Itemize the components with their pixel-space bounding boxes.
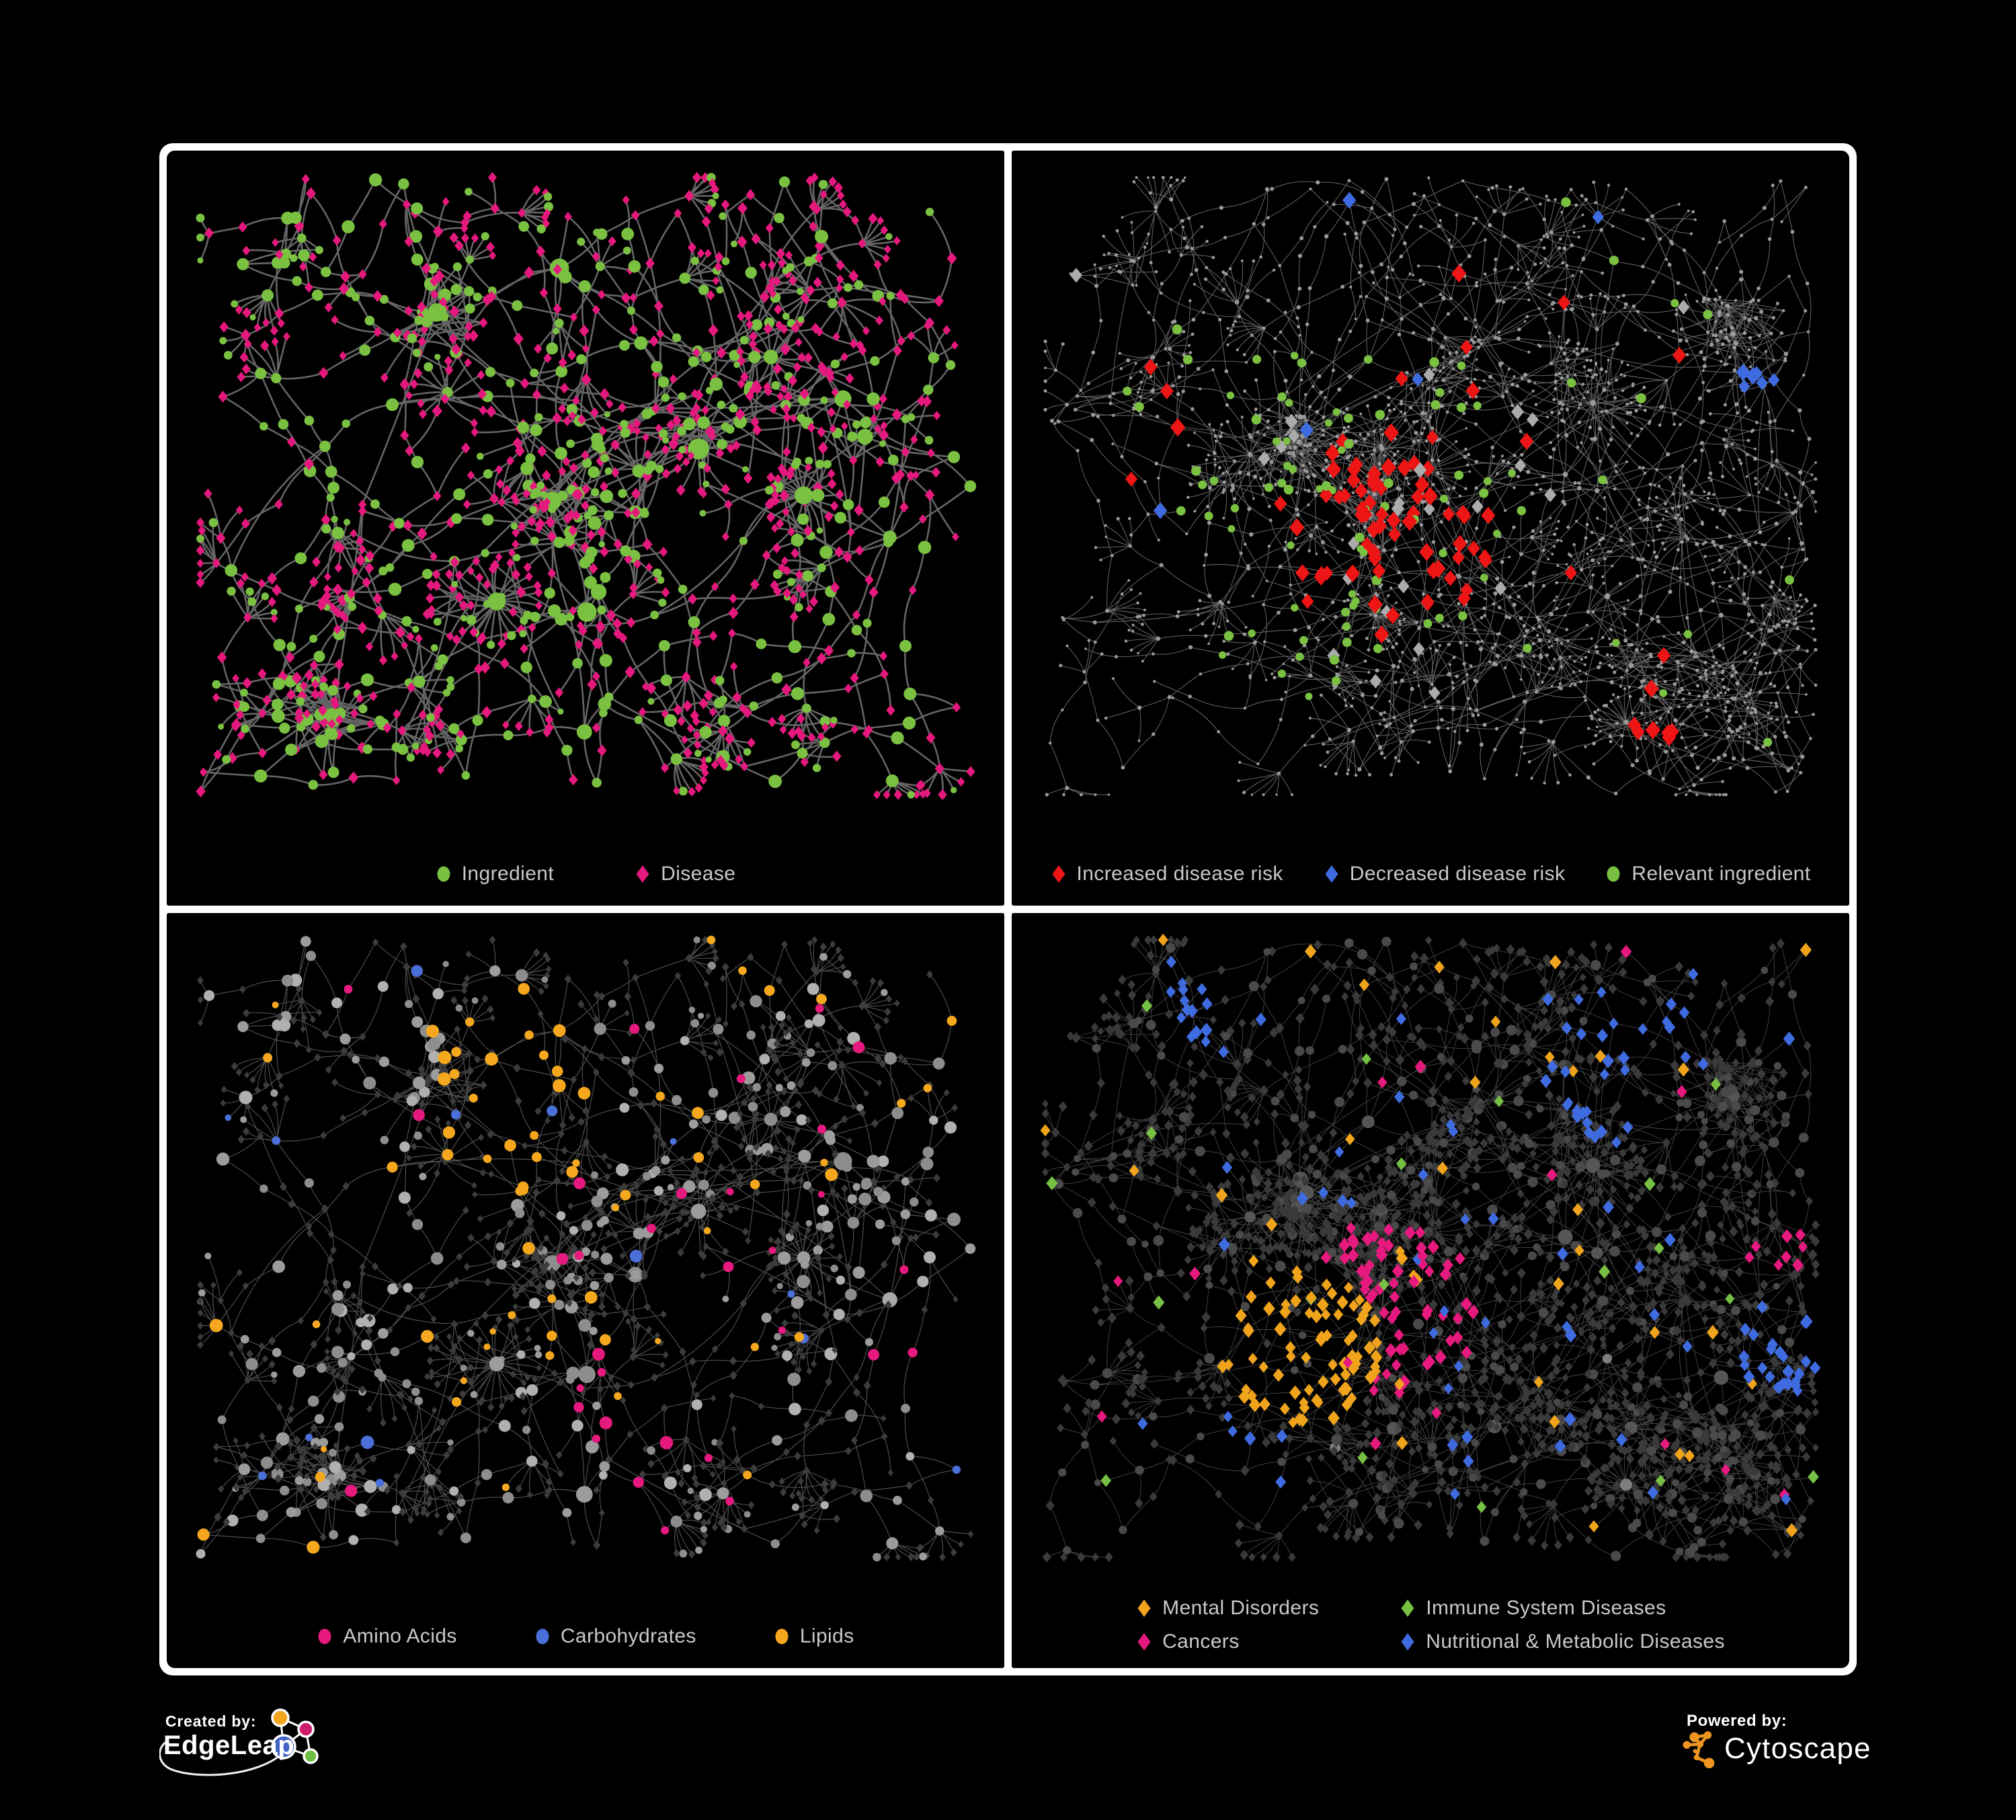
panels-frame: Ingredient Disease Increased disease risk… (159, 143, 1857, 1675)
edgeleap-orange-node (271, 1708, 290, 1727)
edgeleap-branding: Created by: EdgeLeap (159, 1706, 341, 1794)
legend-swatch-disease-diamond-icon (636, 865, 649, 883)
panel-macronutrients: Amino Acids Carbohydrates Lipids (167, 913, 1004, 1668)
cytoscape-network-icon (1683, 1731, 1715, 1768)
edgeleap-pink-node (297, 1720, 315, 1738)
legend-swatch-carbohydrates-circle-icon (536, 1628, 549, 1645)
legend-label-mental-disorders: Mental Disorders (1162, 1597, 1320, 1619)
legend-item-ingredient: Ingredient (436, 863, 554, 885)
legend-item-lipids: Lipids (774, 1625, 854, 1648)
legend-swatch-immune-system-diseases-diamond-icon (1401, 1599, 1414, 1617)
legend-item-mental-disorders: Mental Disorders (1136, 1597, 1319, 1620)
legend-swatch-mental-disorders-diamond-icon (1137, 1599, 1151, 1617)
legend-item-relevant-ingredient: Relevant ingredient (1605, 863, 1810, 885)
legend-label-disease: Disease (661, 863, 736, 885)
edgeleap-green-node (303, 1748, 319, 1764)
legend-item-cancers: Cancers (1136, 1630, 1319, 1653)
legend-label-cancers: Cancers (1162, 1630, 1240, 1653)
legend-label-lipids: Lipids (799, 1625, 854, 1647)
legend-swatch-nutritional-metabolic-diseases-diamond-icon (1401, 1633, 1414, 1651)
legend-disease-risk: Increased disease risk Decreased disease … (1012, 863, 1849, 885)
legend-swatch-amino-acids-circle-icon (318, 1628, 331, 1645)
legend-item-disease: Disease (635, 863, 735, 885)
legend-swatch-ingredient-circle-icon (437, 866, 450, 882)
legend-label-nutritional-metabolic-diseases: Nutritional & Metabolic Diseases (1426, 1630, 1725, 1653)
legend-swatch-cancers-diamond-icon (1137, 1633, 1151, 1651)
created-by-label: Created by: (165, 1712, 257, 1730)
network-disease-classes (1040, 933, 1821, 1562)
legend-label-immune-system-diseases: Immune System Diseases (1426, 1597, 1666, 1619)
legend-disease-classes: Mental Disorders Immune System Diseases Ca… (1012, 1597, 1849, 1653)
legend-label-increased-disease-risk: Increased disease risk (1076, 863, 1283, 885)
panel-ingredient-disease: Ingredient Disease (167, 151, 1004, 906)
legend-label-decreased-disease-risk: Decreased disease risk (1349, 863, 1566, 885)
legend-item-carbohydrates: Carbohydrates (534, 1625, 696, 1648)
legend-label-relevant-ingredient: Relevant ingredient (1631, 863, 1811, 885)
network-macronutrients (196, 935, 976, 1562)
legend-label-carbohydrates: Carbohydrates (560, 1625, 696, 1647)
panel-disease-risk: Increased disease risk Decreased disease … (1012, 151, 1849, 906)
powered-by-label: Powered by: (1687, 1712, 1787, 1730)
legend-swatch-decreased-disease-risk-diamond-icon (1325, 865, 1338, 883)
legend-item-decreased-disease-risk: Decreased disease risk (1324, 863, 1566, 885)
network-disease-risk (1043, 175, 1818, 797)
cytoscape-branding: Powered by: (1683, 1712, 1978, 1792)
legend-item-increased-disease-risk: Increased disease risk (1051, 863, 1283, 885)
legend-ingredient-disease: Ingredient Disease (167, 863, 1004, 885)
legend-item-amino-acids: Amino Acids (317, 1625, 456, 1648)
legend-item-nutritional-metabolic-diseases: Nutritional & Metabolic Diseases (1400, 1630, 1725, 1653)
legend-macronutrients: Amino Acids Carbohydrates Lipids (167, 1625, 1004, 1648)
cytoscape-wordmark: Cytoscape (1724, 1732, 1871, 1765)
legend-item-immune-system-diseases: Immune System Diseases (1400, 1597, 1725, 1620)
edgeleap-wordmark: EdgeLeap (163, 1731, 295, 1760)
legend-label-ingredient: Ingredient (461, 863, 555, 885)
edgeleap-network-icon (159, 1708, 319, 1776)
legend-swatch-lipids-circle-icon (775, 1628, 789, 1645)
network-ingredient-disease (196, 171, 977, 801)
legend-swatch-relevant-ingredient-circle-icon (1607, 866, 1620, 882)
panel-disease-classes: Mental Disorders Immune System Diseases Ca… (1012, 913, 1849, 1668)
legend-label-amino-acids: Amino Acids (343, 1625, 457, 1647)
edgeleap-blue-node (271, 1734, 296, 1759)
legend-swatch-increased-disease-risk-diamond-icon (1052, 865, 1065, 883)
